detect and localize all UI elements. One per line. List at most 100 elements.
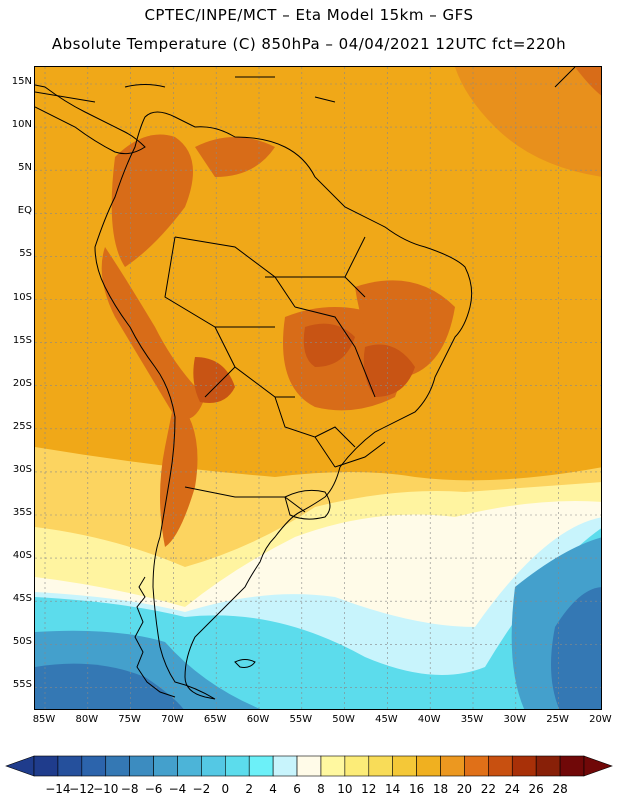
- colorbar-label: 18: [432, 782, 449, 796]
- lat-label-35s: 35S: [12, 507, 32, 518]
- colorbar-label: 10: [337, 782, 353, 796]
- lon-label-60w: 60W: [246, 714, 270, 725]
- colorbar-swatch: [105, 755, 130, 777]
- coastlines-and-borders: [35, 67, 576, 700]
- colorbar-label: 0: [221, 782, 230, 796]
- colorbar-label: 2: [245, 782, 254, 796]
- colorbar-swatch: [57, 755, 83, 777]
- colorbar-label: 28: [552, 782, 568, 796]
- lat-label-55s: 55S: [12, 679, 32, 691]
- lon-label-40w: 40W: [417, 714, 441, 725]
- chile-fjords: [134, 576, 176, 698]
- lat-label-5s: 5S: [19, 248, 32, 260]
- colorbar-swatch: [535, 755, 561, 777]
- colorbar: [5, 755, 613, 777]
- lon-label-30w: 30W: [503, 714, 527, 725]
- field-land-hot-andes-south: [160, 397, 198, 547]
- temperature-map: [35, 67, 601, 709]
- lat-label-15s: 15S: [12, 334, 32, 346]
- lon-label-85w: 85W: [32, 714, 56, 725]
- colorbar-swatch: [153, 755, 178, 777]
- field-ocean-hot-north: [455, 67, 601, 177]
- lat-label-45s: 45S: [12, 593, 32, 605]
- colorbar-label: 22: [480, 782, 496, 796]
- colorbar-swatch: [296, 755, 322, 777]
- lon-label-70w: 70W: [161, 714, 184, 725]
- lon-label-35w: 35W: [460, 714, 484, 725]
- lon-label-75w: 75W: [118, 714, 141, 725]
- colorbar-label: −12: [69, 782, 95, 796]
- lon-label-45w: 45W: [375, 714, 398, 725]
- falklands-outline: [234, 659, 256, 668]
- colorbar-label: −6: [144, 782, 163, 796]
- colorbar-swatch: [416, 755, 441, 777]
- colorbar-swatch: [559, 755, 585, 777]
- lat-label-40s: 40S: [12, 550, 32, 562]
- colorbar-label: −14: [45, 782, 71, 796]
- field-land-hot-venezuela: [195, 137, 275, 177]
- central-america-coastline: [35, 84, 146, 155]
- temperature-fields: [35, 67, 601, 709]
- colorbar-swatch: [248, 755, 274, 777]
- field-ocean-veryhot-ne: [575, 67, 601, 96]
- lon-label-55w: 55W: [289, 714, 313, 725]
- field-land-hot-andes-north: [111, 134, 193, 267]
- colorbar-label: 12: [361, 782, 377, 796]
- colorbar-swatch: [392, 755, 417, 777]
- colorbar-label: −10: [93, 782, 119, 796]
- colorbar-label: 6: [293, 782, 301, 796]
- chart-title-line1: CPTEC/INPE/MCT – Eta Model 15km – GFS: [144, 6, 474, 24]
- caribbean-islands: [35, 67, 576, 103]
- colorbar-label: 20: [456, 782, 473, 796]
- lat-label-10n: 10N: [11, 119, 32, 131]
- colorbar-swatch: [177, 755, 202, 777]
- lat-label-25s: 25S: [12, 420, 32, 432]
- lat-label-5n: 5N: [18, 162, 32, 174]
- uruguay-outline: [284, 489, 331, 520]
- field-deep-blue-east: [551, 587, 601, 709]
- colorbar-label: 8: [317, 782, 325, 796]
- field-land-veryhot-bolivia: [193, 357, 235, 403]
- colorbar-label: −2: [192, 782, 211, 796]
- south-america-coastline: [94, 111, 473, 700]
- lon-label-25w: 25W: [546, 714, 569, 725]
- lat-label-15n: 15N: [11, 76, 32, 87]
- colorbar-swatch: [511, 755, 537, 777]
- map-gridlines: [35, 67, 601, 709]
- field-land-hot-peru: [101, 247, 205, 420]
- colorbar-label: −4: [168, 782, 187, 796]
- colorbar-swatch: [440, 755, 465, 777]
- colorbar-arrow-left: [5, 755, 35, 777]
- field-deep-blue: [35, 663, 184, 709]
- colorbar-swatch: [344, 755, 370, 777]
- field-land-veryhot-central: [303, 323, 355, 367]
- lon-label-20w: 20W: [589, 714, 612, 725]
- field-land-veryhot-se: [363, 344, 415, 397]
- lat-label-20s: 20S: [12, 377, 32, 389]
- colorbar-swatch: [368, 755, 393, 777]
- colorbar-swatch: [488, 755, 513, 777]
- lat-label-30s: 30S: [12, 463, 32, 475]
- colorbar-swatch: [201, 755, 226, 777]
- colorbar-swatch: [33, 755, 59, 777]
- lat-label-50s: 50S: [12, 636, 32, 648]
- lon-label-50w: 50W: [332, 714, 355, 725]
- lon-label-65w: 65W: [203, 714, 227, 725]
- colorbar-label: 24: [504, 782, 520, 796]
- colorbar-swatch: [129, 755, 154, 777]
- lat-label-eq: EQ: [17, 205, 32, 217]
- colorbar-label: 16: [408, 782, 425, 796]
- colorbar-label: −8: [120, 782, 139, 796]
- lon-label-80w: 80W: [75, 714, 99, 725]
- colorbar-arrow-right: [583, 755, 613, 777]
- colorbar-label: 26: [528, 782, 544, 796]
- colorbar-label: 14: [385, 782, 401, 796]
- colorbar-swatch: [272, 755, 298, 777]
- colorbar-label: 4: [269, 782, 277, 796]
- country-borders: [164, 236, 386, 513]
- colorbar-swatch: [464, 755, 489, 777]
- colorbar-swatch: [225, 755, 250, 777]
- colorbar-swatch: [320, 755, 346, 777]
- lat-label-10s: 10S: [12, 291, 32, 303]
- colorbar-swatch: [81, 755, 107, 777]
